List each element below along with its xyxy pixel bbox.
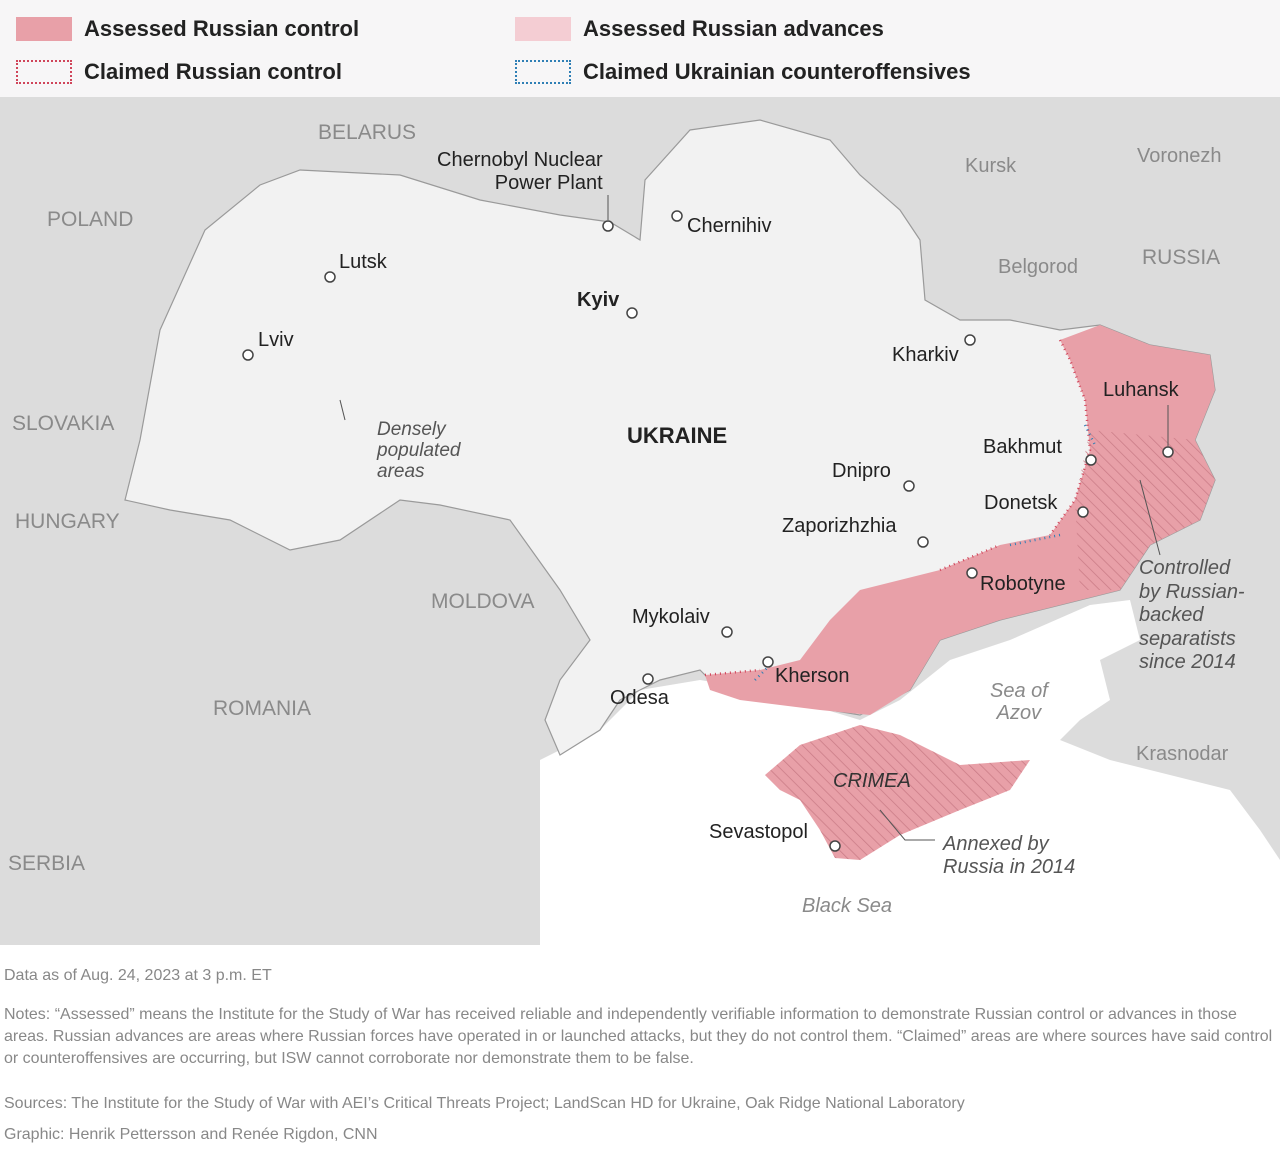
data-as-of: Data as of Aug. 24, 2023 at 3 p.m. ET — [4, 967, 272, 984]
label-chernihiv: Chernihiv — [687, 215, 772, 237]
city-markers — [242, 210, 1174, 852]
label-luhansk: Luhansk — [1103, 379, 1179, 401]
label-kherson: Kherson — [775, 665, 850, 687]
label-moldova: MOLDOVA — [431, 590, 535, 613]
annotation-densely-populated: Densely populated areas — [377, 419, 461, 482]
label-crimea: CRIMEA — [833, 770, 911, 792]
annotation-annexed: Annexed by Russia in 2014 — [943, 833, 1076, 878]
graphic-credit: Graphic: Henrik Pettersson and Renée Rig… — [4, 1126, 378, 1143]
label-zaporizhzhia: Zaporizhzhia — [782, 515, 897, 537]
legend-label: Claimed Ukrainian counteroffensives — [583, 59, 971, 84]
legend-label: Assessed Russian control — [84, 16, 360, 41]
annotation-leaders — [339, 195, 1169, 841]
label-chernobyl: Chernobyl Nuclear Power Plant — [437, 149, 603, 194]
label-kharkiv: Kharkiv — [892, 344, 959, 366]
notes: Notes: “Assessed” means the Institute fo… — [4, 1006, 1273, 1067]
separatist-hatch — [1075, 430, 1215, 590]
legend-swatch — [515, 60, 571, 84]
legend-swatch — [16, 17, 72, 41]
claimed-russian-control-line — [704, 339, 1092, 677]
label-serbia: SERBIA — [8, 852, 86, 875]
label-robotyne: Robotyne — [980, 573, 1066, 595]
label-slovakia: SLOVAKIA — [12, 412, 115, 435]
label-voronezh: Voronezh — [1137, 145, 1222, 167]
label-romania: ROMANIA — [213, 697, 312, 720]
claimed-counteroffensive-line — [754, 424, 1097, 681]
legend-claimed-counteroffensives: Claimed Ukrainian counteroffensives — [515, 59, 971, 85]
label-mykolaiv: Mykolaiv — [632, 606, 710, 628]
label-krasnodar: Krasnodar — [1136, 743, 1229, 765]
label-hungary: HUNGARY — [15, 510, 120, 533]
legend-assessed-advances: Assessed Russian advances — [515, 16, 884, 42]
crimea-hatch — [765, 725, 1030, 860]
label-lviv: Lviv — [258, 329, 294, 351]
label-kursk: Kursk — [965, 155, 1017, 177]
map-legend: Assessed Russian control Assessed Russia… — [0, 0, 1280, 97]
label-odesa: Odesa — [610, 687, 669, 709]
label-bakhmut: Bakhmut — [983, 436, 1062, 458]
legend-assessed-control: Assessed Russian control — [16, 16, 359, 42]
legend-swatch — [16, 60, 72, 84]
label-lutsk: Lutsk — [339, 251, 387, 273]
label-kyiv: Kyiv — [577, 289, 620, 311]
label-donetsk: Donetsk — [984, 492, 1058, 514]
label-belgorod: Belgorod — [998, 256, 1079, 278]
annotation-separatists: Controlled by Russian- backed separatist… — [1139, 557, 1245, 673]
label-dnipro: Dnipro — [832, 460, 891, 482]
sources: Sources: The Institute for the Study of … — [4, 1095, 965, 1112]
legend-swatch — [515, 17, 571, 41]
legend-claimed-control: Claimed Russian control — [16, 59, 342, 85]
label-belarus: BELARUS — [318, 121, 417, 144]
label-black-sea: Black Sea — [802, 895, 893, 917]
legend-label: Assessed Russian advances — [583, 16, 884, 41]
map-canvas — [0, 97, 1280, 945]
label-sevastopol: Sevastopol — [709, 821, 808, 843]
label-poland: POLAND — [47, 208, 134, 231]
legend-label: Claimed Russian control — [84, 59, 342, 84]
label-ukraine: UKRAINE — [627, 423, 728, 448]
map: BELARUS POLAND SLOVAKIA HUNGARY MOLDOVA … — [0, 97, 1280, 945]
label-sea-of-azov: Sea of Azov — [990, 680, 1048, 724]
label-russia: RUSSIA — [1142, 246, 1221, 269]
russian-control-area — [705, 325, 1215, 715]
